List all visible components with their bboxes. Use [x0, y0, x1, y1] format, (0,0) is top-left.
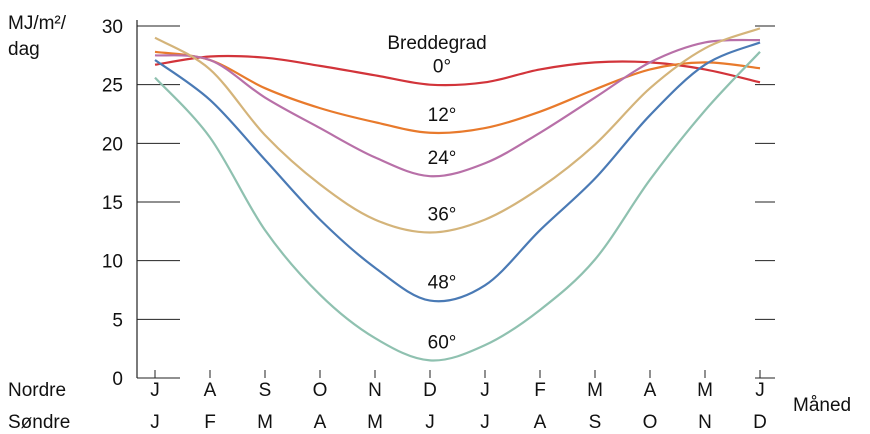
line — [154, 27, 761, 234]
x-tick-label: D — [753, 412, 767, 433]
line — [154, 51, 761, 362]
y-tick-label: 30 — [102, 17, 123, 38]
x-tick-label: J — [150, 412, 160, 433]
y-axis-label: MJ/m²/ — [8, 13, 67, 34]
x-tick-label: M — [587, 380, 603, 401]
y-tick-label: 15 — [102, 193, 123, 214]
x-tick-label: A — [644, 380, 657, 401]
x-tick-label: O — [313, 380, 328, 401]
x-tick-label: A — [534, 412, 547, 433]
y-tick-label: 25 — [102, 76, 123, 97]
line — [154, 54, 761, 87]
x-tick-label: J — [150, 380, 160, 401]
x-tick-label: A — [204, 380, 217, 401]
x-tick-label: M — [257, 412, 273, 433]
x-tick-label: O — [643, 412, 658, 433]
row-label: Søndre — [8, 412, 70, 433]
y-tick-label: 20 — [102, 134, 123, 155]
x-tick-label: J — [755, 380, 765, 401]
x-axis-label: Måned — [793, 395, 851, 416]
x-tick-label: S — [589, 412, 602, 433]
y-tick-label: 10 — [102, 252, 123, 273]
x-tick-label: J — [425, 412, 435, 433]
x-tick-label: J — [480, 412, 490, 433]
y-axis-label: dag — [8, 39, 40, 60]
y-tick-label: 0 — [112, 369, 123, 390]
y-tick-label: 5 — [112, 310, 123, 331]
x-tick-label: F — [204, 412, 216, 433]
line — [154, 50, 761, 135]
series-label: 24° — [428, 148, 457, 169]
line — [154, 38, 761, 178]
row-label: Nordre — [8, 380, 66, 401]
series-label: 0° — [433, 57, 451, 78]
x-tick-label: S — [259, 380, 272, 401]
series-label: 48° — [428, 273, 457, 294]
series-label: 36° — [428, 205, 457, 226]
x-tick-label: N — [368, 380, 382, 401]
series-label: 60° — [428, 332, 457, 353]
x-tick-label: N — [698, 412, 712, 433]
x-tick-label: A — [314, 412, 327, 433]
legend-title: Breddegrad — [387, 33, 486, 54]
x-tick-label: M — [697, 380, 713, 401]
x-tick-label: D — [423, 380, 437, 401]
line — [154, 41, 761, 303]
x-tick-label: F — [534, 380, 546, 401]
series-label: 12° — [428, 105, 457, 126]
x-tick-label: M — [367, 412, 383, 433]
x-tick-label: J — [480, 380, 490, 401]
